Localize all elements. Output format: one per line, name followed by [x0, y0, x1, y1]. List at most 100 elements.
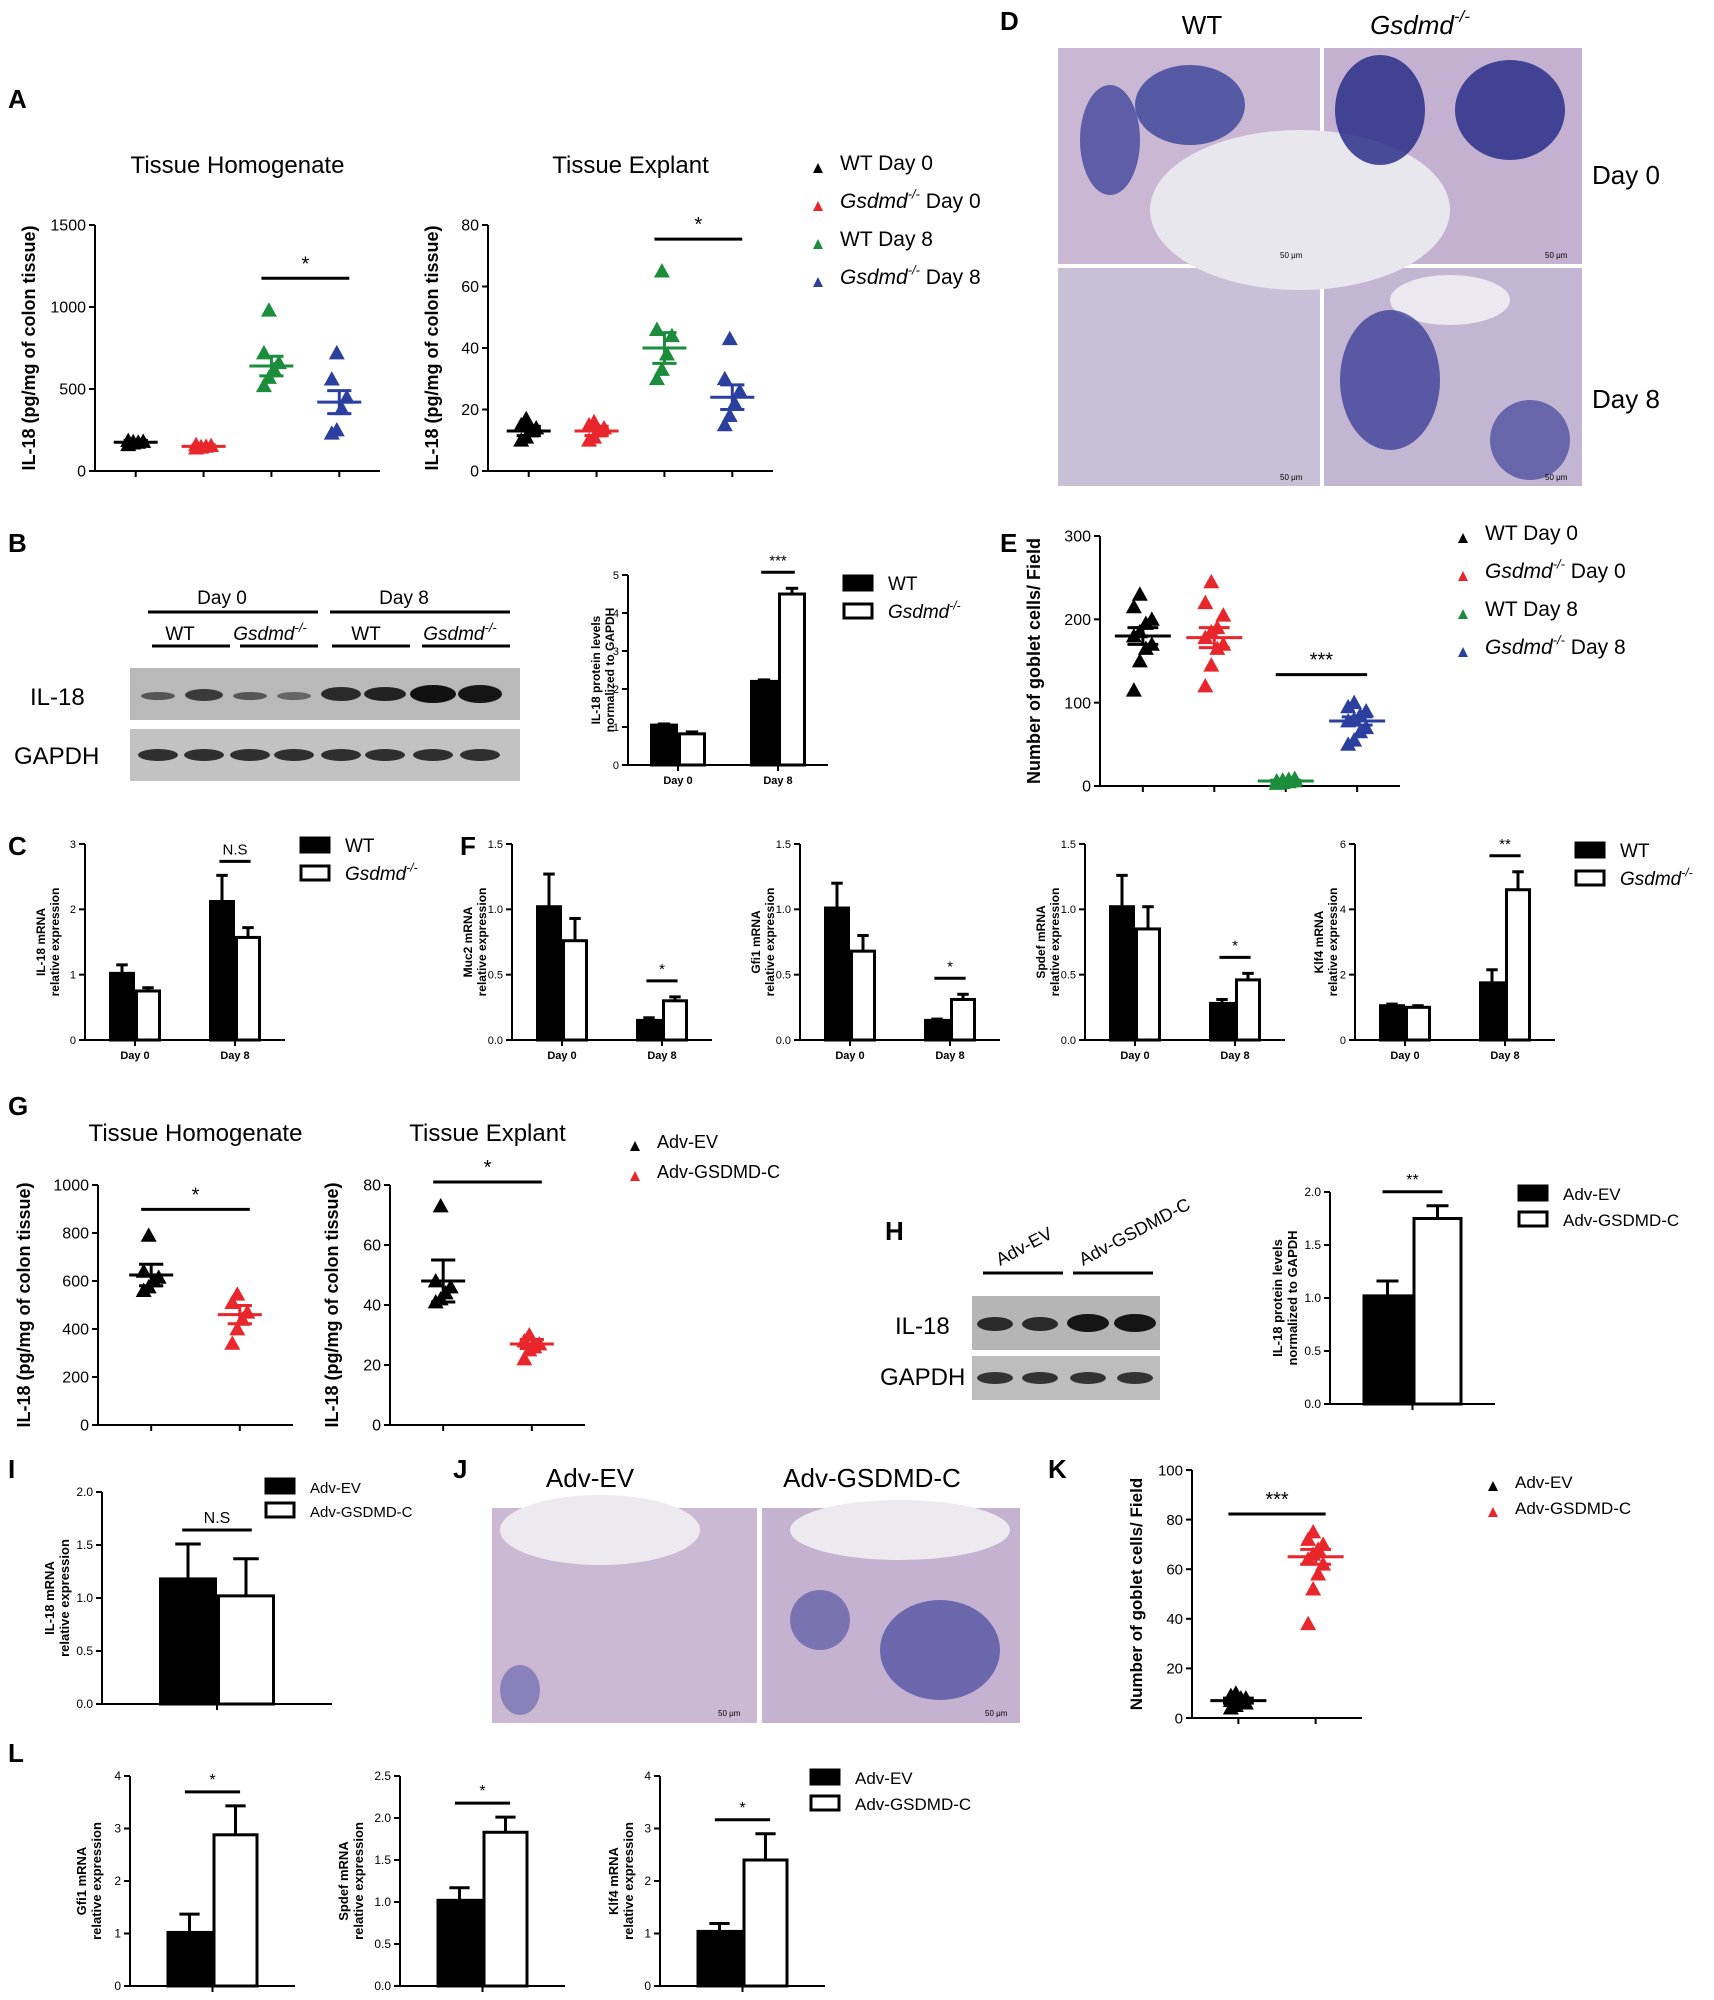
histology-goblet-cluster	[1490, 400, 1570, 480]
y-axis-label: Gfi1 mRNA	[749, 910, 763, 974]
data-point	[1346, 694, 1363, 710]
data-point	[1300, 1531, 1317, 1546]
x-tick-label: Day 8	[220, 1050, 249, 1062]
y-tick-label: 60	[461, 279, 479, 296]
data-point	[1358, 703, 1375, 718]
legend-label: WT Day 8	[840, 228, 933, 251]
blot-band	[458, 685, 502, 703]
legends-layer: WT Day 0 Gsdmd-/- Day 0 WT Day 8 Gsdmd-/- D…	[264, 152, 1693, 1814]
legend-swatch	[264, 1501, 296, 1519]
data-point	[1315, 1536, 1332, 1551]
y-tick-label: 0	[1340, 1035, 1346, 1047]
blot-lane-label: WT	[351, 624, 381, 645]
data-point	[731, 383, 748, 398]
chart-F3: 0.0 0.5 1.0 1.5 Spdef mRNA relative expressio…	[1034, 839, 1285, 1062]
y-tick-label: 1500	[50, 218, 86, 235]
x-tick-label: Day 0	[663, 775, 692, 787]
blot-band	[1022, 1372, 1058, 1384]
y-tick-label: 3	[70, 839, 76, 851]
chart-title: Tissue Homogenate	[131, 152, 345, 179]
legend-h: Adv-EV Adv-GSDMD-C	[1517, 1184, 1679, 1230]
chart-title: Tissue Explant	[552, 152, 709, 179]
x-tick-label: Day 8	[1490, 1050, 1519, 1062]
significance-label: *	[301, 253, 309, 275]
histology-image-wt-day8	[1058, 268, 1320, 486]
data-point	[653, 361, 670, 376]
legend-label: Gsdmd-/- Day 8	[1485, 633, 1626, 659]
legend-item: Adv-GSDMD-C	[264, 1501, 413, 1521]
legend-label: Gsdmd-/-	[888, 598, 961, 623]
data-point	[1310, 1566, 1327, 1581]
y-axis-label: Number of goblet cells/ Field	[1127, 1478, 1146, 1710]
legend-label: Gsdmd-/-	[345, 860, 418, 885]
legend-marker	[813, 163, 823, 173]
y-axis-label: Gfi1 mRNA	[74, 1846, 89, 1915]
y-tick-label: 1	[644, 1927, 651, 1941]
blot-lane-label: Adv-GSDMD-C	[1075, 1194, 1193, 1269]
data-point	[1227, 1685, 1244, 1700]
panel-label-a: A	[8, 84, 27, 114]
bar	[482, 1830, 529, 1988]
y-tick-label: 2	[114, 1874, 121, 1888]
y-tick-label: 4	[114, 1769, 121, 1783]
legend-swatch	[842, 574, 874, 592]
blot-band	[1070, 1372, 1106, 1384]
legend-item: WT Day 0	[813, 152, 933, 175]
y-axis-label: IL-18 (pg/mg of colon tissue)	[19, 225, 39, 470]
blot-band	[1117, 1372, 1153, 1384]
y-tick-label: 0.5	[374, 1937, 391, 1951]
legend-item: WT	[1574, 841, 1650, 862]
legend-c: WT Gsdmd-/-	[299, 836, 418, 885]
significance-label: *	[192, 1184, 200, 1206]
blot-lane-label: Adv-EV	[992, 1223, 1055, 1269]
bar	[1235, 978, 1261, 1042]
bar	[824, 906, 850, 1042]
data-point	[1131, 586, 1148, 601]
legend-item: Adv-GSDMD-C	[630, 1162, 780, 1182]
bar	[1405, 1005, 1431, 1042]
y-tick-label: 0.5	[1061, 970, 1076, 982]
histology-d: WT Gsdmd-/- Day 0 Day 8 50 μm 50 μm 50 μ…	[1058, 7, 1660, 486]
histology-goblet-cluster	[1080, 85, 1140, 195]
legend-marker	[630, 1141, 640, 1151]
blot-band	[277, 692, 311, 700]
y-axis-label: Number of goblet cells/ Field	[1024, 538, 1044, 784]
y-tick-label: 2.5	[374, 1769, 391, 1783]
y-axis-label: relative expression	[763, 888, 777, 997]
y-axis-label: Muc2 mRNA	[461, 906, 475, 977]
blot-band	[977, 1317, 1013, 1331]
data-point	[442, 1279, 459, 1294]
data-point	[1125, 598, 1142, 614]
y-tick-label: 2.0	[374, 1811, 391, 1825]
y-tick-label: 1.0	[776, 904, 791, 916]
y-tick-label: 3	[644, 1822, 651, 1836]
histology-goblet-cluster	[880, 1600, 1000, 1700]
y-tick-label: 1	[613, 722, 619, 734]
legend-item: Adv-GSDMD-C	[1517, 1210, 1679, 1230]
y-tick-label: 60	[363, 1238, 381, 1255]
y-tick-label: 4	[613, 608, 619, 620]
bar	[109, 971, 135, 1042]
y-tick-label: 40	[363, 1298, 381, 1315]
legend-item: Adv-EV	[630, 1132, 718, 1152]
bar	[217, 1594, 275, 1706]
scale-bar-label: 50 μm	[1280, 251, 1303, 260]
blot-band	[141, 692, 175, 700]
bar	[1479, 981, 1505, 1042]
legend-marker	[1458, 571, 1468, 581]
legend-marker	[1458, 647, 1468, 657]
chart-F2: 0.0 0.5 1.0 1.5 Gfi1 mRNA relative expression…	[749, 839, 1000, 1062]
data-point	[1125, 682, 1142, 697]
legend-marker	[630, 1171, 640, 1181]
y-axis-label: relative expression	[475, 888, 489, 997]
blot-band	[977, 1372, 1013, 1384]
legend-item: Adv-EV	[264, 1477, 361, 1497]
legend-label: Adv-EV	[1515, 1473, 1573, 1492]
y-tick-label: 1000	[50, 300, 86, 317]
data-point	[1197, 594, 1214, 610]
legend-item: Gsdmd-/-	[842, 598, 961, 623]
significance-label: *	[209, 1772, 215, 1789]
panel-label-b: B	[8, 528, 27, 558]
bar	[166, 1930, 213, 1988]
